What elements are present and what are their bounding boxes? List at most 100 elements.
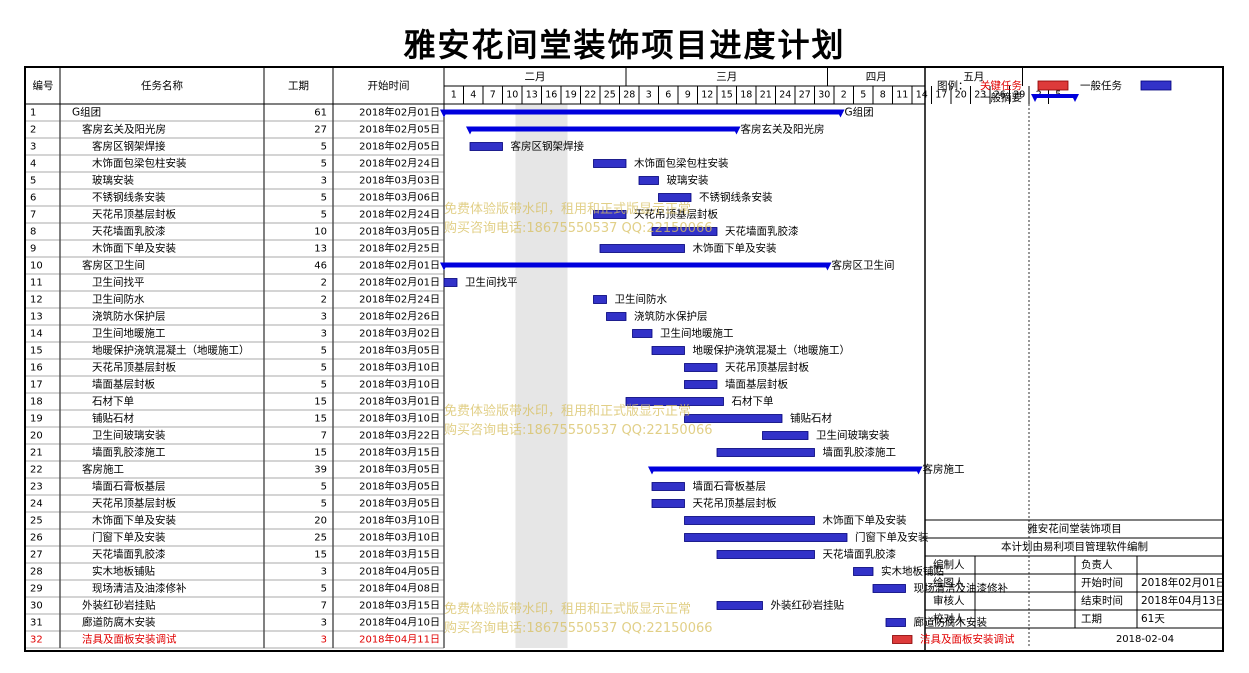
task-name-3: 客房区钢架焊接 [92, 140, 166, 153]
task-id-24: 24 [30, 499, 43, 510]
bar-label-6: 不锈钢线条安装 [699, 191, 773, 204]
task-start-21: 2018年03月15日 [359, 446, 440, 459]
task-name-17: 墙面基层封板 [92, 378, 155, 391]
task-bar-12 [593, 295, 607, 304]
task-name-10: 客房区卫生间 [82, 259, 145, 272]
task-bar-32 [892, 635, 913, 644]
info-end-label: 结束时间 [1081, 594, 1123, 607]
watermark-2: 免费体验版带水印，租用和正式版显示正常 购买咨询电话:18675550537 Q… [444, 402, 713, 440]
task-start-27: 2018年03月15日 [359, 548, 440, 561]
day-tick-15: 15 [721, 90, 733, 101]
gantt-frame: 编号 任务名称 工期 开始时间 二月 三月 四月 五月 1 4 7 10 13 16 19 22 25 28 3 6 9… [24, 66, 1224, 652]
month-label-4: 五月 [963, 71, 984, 83]
day-tick-7: 19 [565, 90, 577, 101]
task-name-23: 墙面石膏板基层 [92, 480, 166, 493]
bar-label-16: 天花吊顶基层封板 [725, 361, 809, 374]
task-name-19: 铺贴石材 [92, 412, 134, 425]
info-duration-label: 工期 [1081, 613, 1102, 625]
header-start: 开始时间 [368, 79, 410, 92]
task-start-19: 2018年03月10日 [359, 412, 440, 425]
task-duration-18: 15 [314, 397, 327, 408]
task-start-4: 2018年02月24日 [359, 157, 440, 170]
task-start-32: 2018年04月11日 [359, 633, 440, 646]
task-name-20: 卫生间玻璃安装 [92, 429, 166, 442]
day-tick-9: 25 [604, 90, 616, 101]
task-name-14: 卫生间地暖施工 [92, 327, 166, 340]
watermark-2-line1: 免费体验版带水印，租用和正式版显示正常 [444, 404, 692, 419]
bar-label-31: 廊道防腐木安装 [914, 616, 988, 629]
task-duration-21: 15 [314, 448, 327, 459]
bar-label-25: 木饰面下单及安装 [823, 514, 907, 527]
task-bar-21 [716, 448, 815, 457]
task-start-16: 2018年03月10日 [359, 361, 440, 374]
task-bar-6 [658, 193, 692, 202]
task-start-22: 2018年03月05日 [359, 463, 440, 476]
task-bar-23 [651, 482, 685, 491]
header-id: 编号 [33, 79, 54, 92]
bar-label-8: 天花墙面乳胶漆 [725, 225, 799, 238]
task-id-15: 15 [30, 346, 43, 357]
day-tick-11: 3 [646, 90, 652, 101]
info-drafter-label: 绘图人 [933, 576, 965, 589]
task-duration-17: 5 [321, 380, 327, 391]
task-start-25: 2018年03月10日 [359, 514, 440, 527]
task-name-24: 天花吊顶基层封板 [92, 497, 176, 510]
task-bar-3 [469, 142, 503, 151]
day-tick-2: 4 [470, 90, 476, 101]
info-start-label: 开始时间 [1081, 576, 1123, 589]
day-tick-22: 5 [860, 90, 866, 101]
task-id-9: 9 [30, 244, 36, 255]
watermark-1-line1: 免费体验版带水印，租用和正式版显示正常 [444, 202, 692, 217]
header-duration: 工期 [288, 80, 309, 92]
task-bar-11 [443, 278, 458, 287]
watermark-1-line2: 购买咨询电话:18675550537 QQ:22150066 [444, 221, 713, 236]
bar-label-11: 卫生间找平 [465, 276, 518, 289]
info-software-note: 本计划由易利项目管理软件编制 [1001, 540, 1148, 553]
bar-label-21: 墙面乳胶漆施工 [823, 446, 897, 459]
task-duration-32: 3 [321, 635, 327, 646]
chart-title: 雅安花间堂装饰项目进度计划 [403, 26, 846, 64]
task-name-12: 卫生间防水 [92, 293, 145, 306]
bar-label-18: 石材下单 [732, 395, 774, 408]
task-duration-10: 46 [314, 261, 327, 272]
task-start-26: 2018年03月10日 [359, 531, 440, 544]
summary-start-marker-10 [440, 262, 448, 271]
task-start-6: 2018年03月06日 [359, 191, 440, 204]
task-bar-15 [651, 346, 685, 355]
day-tick-18: 24 [779, 90, 791, 101]
bar-label-29: 现场清洁及油漆修补 [914, 582, 1009, 595]
task-duration-19: 15 [314, 414, 327, 425]
task-start-30: 2018年03月15日 [359, 599, 440, 612]
info-end-value: 2018年04月13日 [1141, 594, 1224, 607]
task-id-4: 4 [30, 159, 36, 170]
task-id-13: 13 [30, 312, 43, 323]
info-duration-value: 61天 [1141, 613, 1165, 625]
task-start-28: 2018年04月05日 [359, 565, 440, 578]
task-start-1: 2018年02月01日 [359, 106, 440, 119]
task-name-32: 洁具及面板安装调试 [82, 633, 177, 646]
task-id-28: 28 [30, 567, 43, 578]
task-bar-8 [651, 227, 718, 236]
info-start-value: 2018年02月01日 [1141, 576, 1224, 589]
watermark-3-line1: 免费体验版带水印，租用和正式版显示正常 [444, 602, 692, 617]
task-id-25: 25 [30, 516, 43, 527]
task-id-32: 32 [30, 635, 43, 646]
task-id-16: 16 [30, 363, 43, 374]
task-id-18: 18 [30, 397, 43, 408]
task-duration-9: 13 [314, 244, 327, 255]
task-duration-30: 7 [321, 601, 327, 612]
task-bar-20 [762, 431, 809, 440]
info-editor-label: 编制人 [933, 558, 965, 571]
task-start-13: 2018年02月26日 [359, 310, 440, 323]
task-id-10: 10 [30, 261, 43, 272]
watermark-3: 免费体验版带水印，租用和正式版显示正常 购买咨询电话:18675550537 Q… [444, 600, 713, 638]
day-tick-24: 11 [896, 90, 908, 101]
summary-end-marker-10 [823, 262, 832, 271]
task-duration-31: 3 [321, 618, 327, 629]
bar-label-2: 客房玄关及阳光房 [741, 123, 825, 136]
task-id-19: 19 [30, 414, 43, 425]
task-duration-16: 5 [321, 363, 327, 374]
task-name-4: 木饰面包梁包柱安装 [92, 157, 187, 170]
task-bar-5 [638, 176, 659, 185]
